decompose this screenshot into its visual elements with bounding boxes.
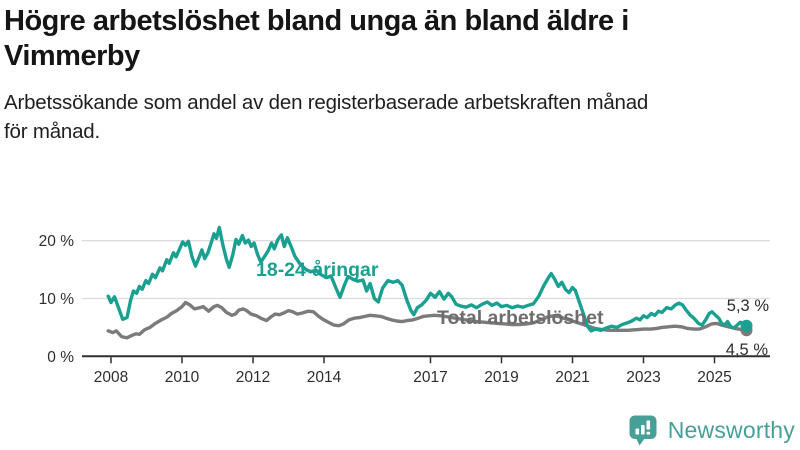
x-axis-tick-label: 2008 <box>94 369 128 386</box>
chart-title-line-1: Högre arbetslöshet bland unga än bland ä… <box>4 5 629 37</box>
x-axis-tick-label: 2021 <box>555 369 589 386</box>
x-axis-tick-label: 2010 <box>165 369 200 386</box>
y-axis-tick-label: 20 % <box>39 233 75 250</box>
end-dot-young <box>740 319 753 332</box>
series-label-total: Total arbetslöshet <box>437 307 604 329</box>
y-axis-tick-label: 10 % <box>39 291 75 308</box>
series-label-young: 18-24-åringar <box>256 258 379 281</box>
x-axis-tick-label: 2025 <box>697 369 731 386</box>
x-axis-tick-label: 2017 <box>413 369 447 386</box>
end-value-label-young: 5,3 % <box>727 297 770 315</box>
y-axis-tick-label: 0 % <box>47 349 74 366</box>
line-series-total <box>106 300 749 340</box>
x-axis-tick-label: 2012 <box>236 369 270 386</box>
chart-title-line-2: Vimmerby <box>4 40 140 72</box>
newsworthy-logo-text: Newsworthy <box>667 417 795 443</box>
chart-subtitle-line-1: Arbetssökande som andel av den registerb… <box>4 91 649 114</box>
x-axis-tick-label: 2014 <box>307 369 342 386</box>
newsworthy-logo-icon <box>629 415 657 446</box>
chart-subtitle-line-2: för månad. <box>4 120 100 143</box>
newsworthy-logo: Newsworthy <box>628 414 795 447</box>
chart-title: Högre arbetslöshet bland unga än bland ä… <box>4 4 796 74</box>
line-series-young <box>106 225 749 333</box>
chart-subtitle: Arbetssökande som andel av den registerb… <box>4 88 796 146</box>
end-value-label-total: 4,5 % <box>726 341 769 359</box>
x-axis-tick-label: 2019 <box>484 369 518 386</box>
chart-header: Högre arbetslöshet bland unga än bland ä… <box>4 4 796 146</box>
x-axis-tick-label: 2023 <box>626 369 660 386</box>
